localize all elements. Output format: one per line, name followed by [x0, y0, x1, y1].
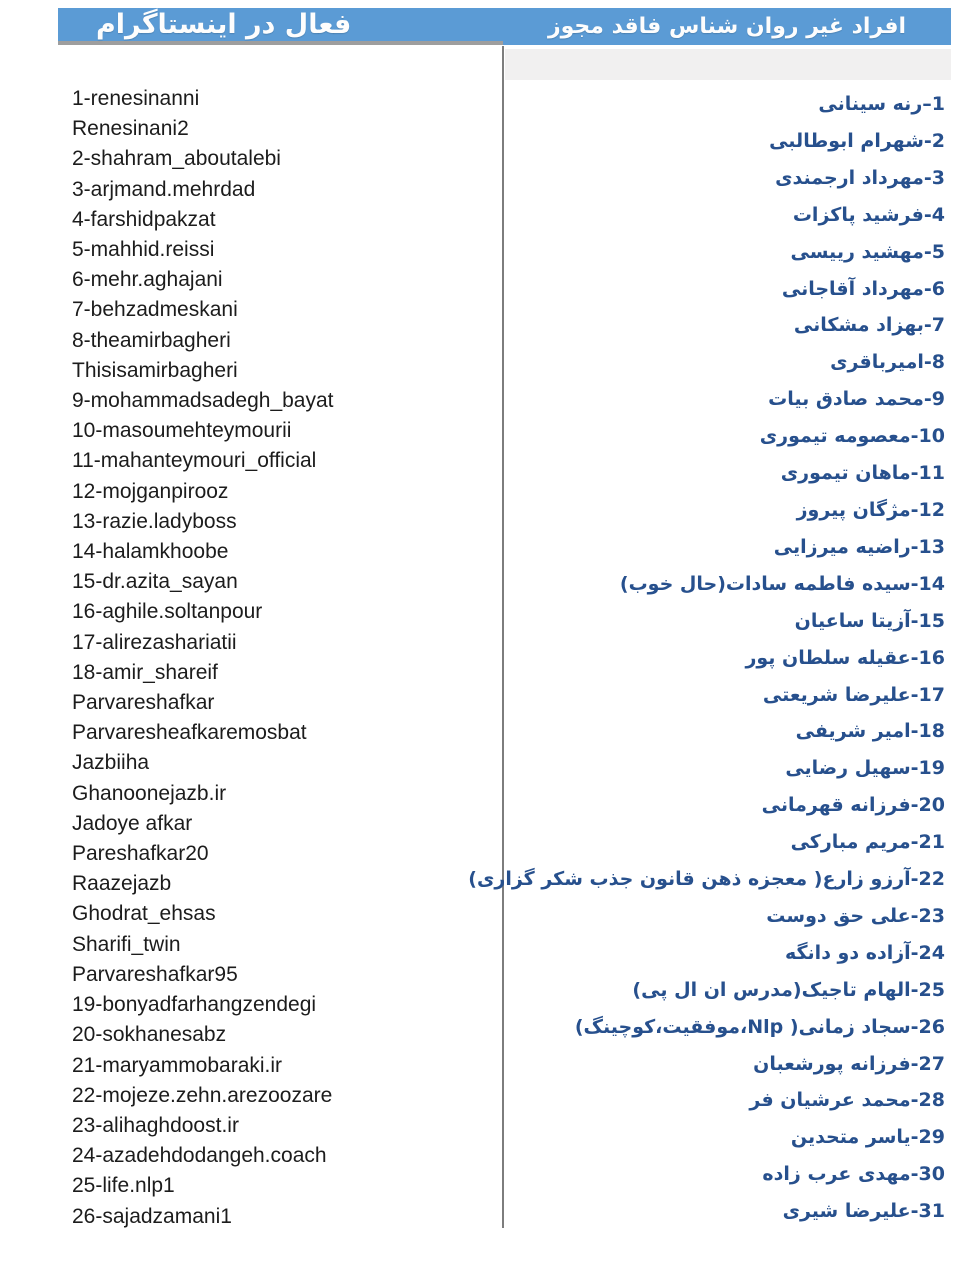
person-list-item: 22-آرزو زارع( معجزه ذهن قانون جذب شکر گز… [468, 868, 945, 891]
username-list-item: 9-mohammadsadegh_bayat [72, 389, 334, 413]
person-list-item: 3-مهرداد ارجمندی [775, 166, 945, 189]
username-list-item: 5-mahhid.reissi [72, 238, 215, 262]
username-list-item: 18-amir_shareif [72, 660, 218, 684]
person-list-item: 19-سهیل رضایی [785, 757, 945, 780]
person-list-item: 11-ماهان تیموری [780, 462, 945, 485]
person-list-item: 25-الهام تاجیک(مدرس ان ال پی) [632, 978, 945, 1001]
username-list-item: 3-arjmand.mehrdad [72, 177, 256, 201]
person-list-item: 20-فرزانه قهرمانی [761, 794, 945, 817]
username-list-item: 23-alihaghdoost.ir [72, 1113, 239, 1137]
username-list-item: 13-razie.ladyboss [72, 509, 237, 533]
person-list-item: 5-مهشید رییسی [790, 240, 946, 263]
username-list-item: 19-bonyadfarhangzendegi [72, 993, 317, 1017]
person-list-item: 18-امیر شریفی [795, 720, 945, 743]
username-list-item: 26-sajadzamani1 [72, 1204, 232, 1228]
person-list-item: 1–رنه سینانی [818, 93, 945, 115]
person-list-item: 6-مهرداد آقاجانی [781, 277, 945, 300]
person-list-item: 23-علی حق دوست [766, 904, 945, 927]
username-list-item: 11-mahanteymouri_official [72, 449, 317, 473]
username-list-item: 10-masoumehteymourii [72, 419, 292, 443]
username-list-item: Jazbiiha [72, 751, 150, 775]
username-list-item: 17-alirezashariatii [72, 630, 237, 654]
username-list-item: Ghanoonejazb.ir [72, 781, 227, 805]
person-list-item: 2-شهرام ابوطالبی [769, 129, 945, 152]
person-list-item: 26-سجاد زمانی( Nlp،موفقیت،کوچینگ) [574, 1015, 945, 1038]
column-divider-line [502, 46, 504, 1228]
person-list-item: 9-محمد صادق بیات [768, 388, 945, 411]
username-list-item: Thisisamirbagheri [72, 358, 238, 382]
person-list-item: 14-سیده فاطمه سادات(حال خوب) [619, 572, 945, 595]
username-list-item: 2-shahram_aboutalebi [72, 147, 281, 171]
username-list-item: 12-mojganpirooz [72, 479, 229, 503]
username-list-item: 15-dr.azita_sayan [72, 570, 238, 594]
person-list-item: 21-مریم مبارکی [790, 831, 945, 854]
instagram-column-title: فعال در اینستاگرام [96, 9, 352, 40]
username-list-item: 16-aghile.soltanpour [72, 600, 263, 624]
username-list-item: Parvareshafkar95 [72, 962, 238, 986]
username-list-item: Jadoye afkar [72, 811, 193, 835]
person-list-item: 8-امیرباقری [830, 351, 945, 374]
person-list-item: 16-عقیله سلطان پور [745, 646, 945, 669]
unlicensed-column-header: افراد غیر روان شناس فاقد مجوز [503, 8, 951, 45]
person-list-item: 30-مهدی عرب زاده [762, 1163, 945, 1186]
right-column-subheader-band [505, 49, 951, 80]
username-list-item: 8-theamirbagheri [72, 328, 231, 352]
username-list-item: Pareshafkar20 [72, 842, 209, 866]
person-list-item: 12-مژگان پیروز [796, 498, 945, 521]
unlicensed-column-title: افراد غیر روان شناس فاقد مجوز [547, 14, 907, 39]
username-list-item: 22-mojeze.zehn.arezoozare [72, 1083, 333, 1107]
username-list-item: 24-azadehdodangeh.coach [72, 1144, 327, 1168]
username-list-item: 7-behzadmeskani [72, 298, 238, 322]
username-list-item: Raazejazb [72, 872, 172, 896]
unlicensed-person-list: 1–رنه سینانی 2-شهرام ابوطالبی 3-مهرداد ا… [468, 86, 946, 1230]
username-list-item: 4-farshidpakzat [72, 207, 216, 231]
instagram-username-list: 1-renesinanni Renesinani2 2-shahram_abou… [72, 84, 492, 1232]
username-list-item: Parvareshafkar [72, 691, 215, 715]
person-list-item: 28-محمد عرشیان فر [749, 1089, 945, 1112]
instagram-column-header: فعال در اینستاگرام [58, 8, 503, 45]
username-list-item: Sharifi_twin [72, 932, 181, 956]
username-list-item: 6-mehr.aghajani [72, 268, 223, 292]
username-list-item: 21-maryammobaraki.ir [72, 1053, 283, 1077]
person-list-item: 10-معصومه تیموری [759, 425, 945, 448]
person-list-item: 7-بهزاد مشکانی [793, 314, 945, 337]
person-list-item: 15-آزیتا ساعیان [794, 609, 945, 632]
person-list-item: 4-فرشید پاکزات [792, 203, 945, 226]
person-list-item: 31-علیرضا شیری [782, 1200, 945, 1223]
username-list-item: 25-life.nlp1 [72, 1174, 175, 1198]
person-list-item: 17-علیرضا شریعتی [762, 683, 945, 706]
person-list-item: 24-آزاده دو دانگه [784, 941, 945, 964]
username-list-item: Renesinani2 [72, 117, 189, 141]
person-list-item: 13-راضیه میرزایی [773, 535, 945, 558]
username-list-item: 1-renesinanni [72, 87, 200, 110]
username-list-item: Ghodrat_ehsas [72, 902, 216, 926]
username-list-item: 20-sokhanesabz [72, 1023, 227, 1047]
person-list-item: 29-یاسر متحدین [790, 1126, 945, 1149]
person-list-item: 27-فرزانه پورشعبان [753, 1052, 945, 1075]
username-list-item: Parvaresheafkaremosbat [72, 721, 307, 745]
username-list-item: 14-halamkhoobe [72, 540, 229, 564]
